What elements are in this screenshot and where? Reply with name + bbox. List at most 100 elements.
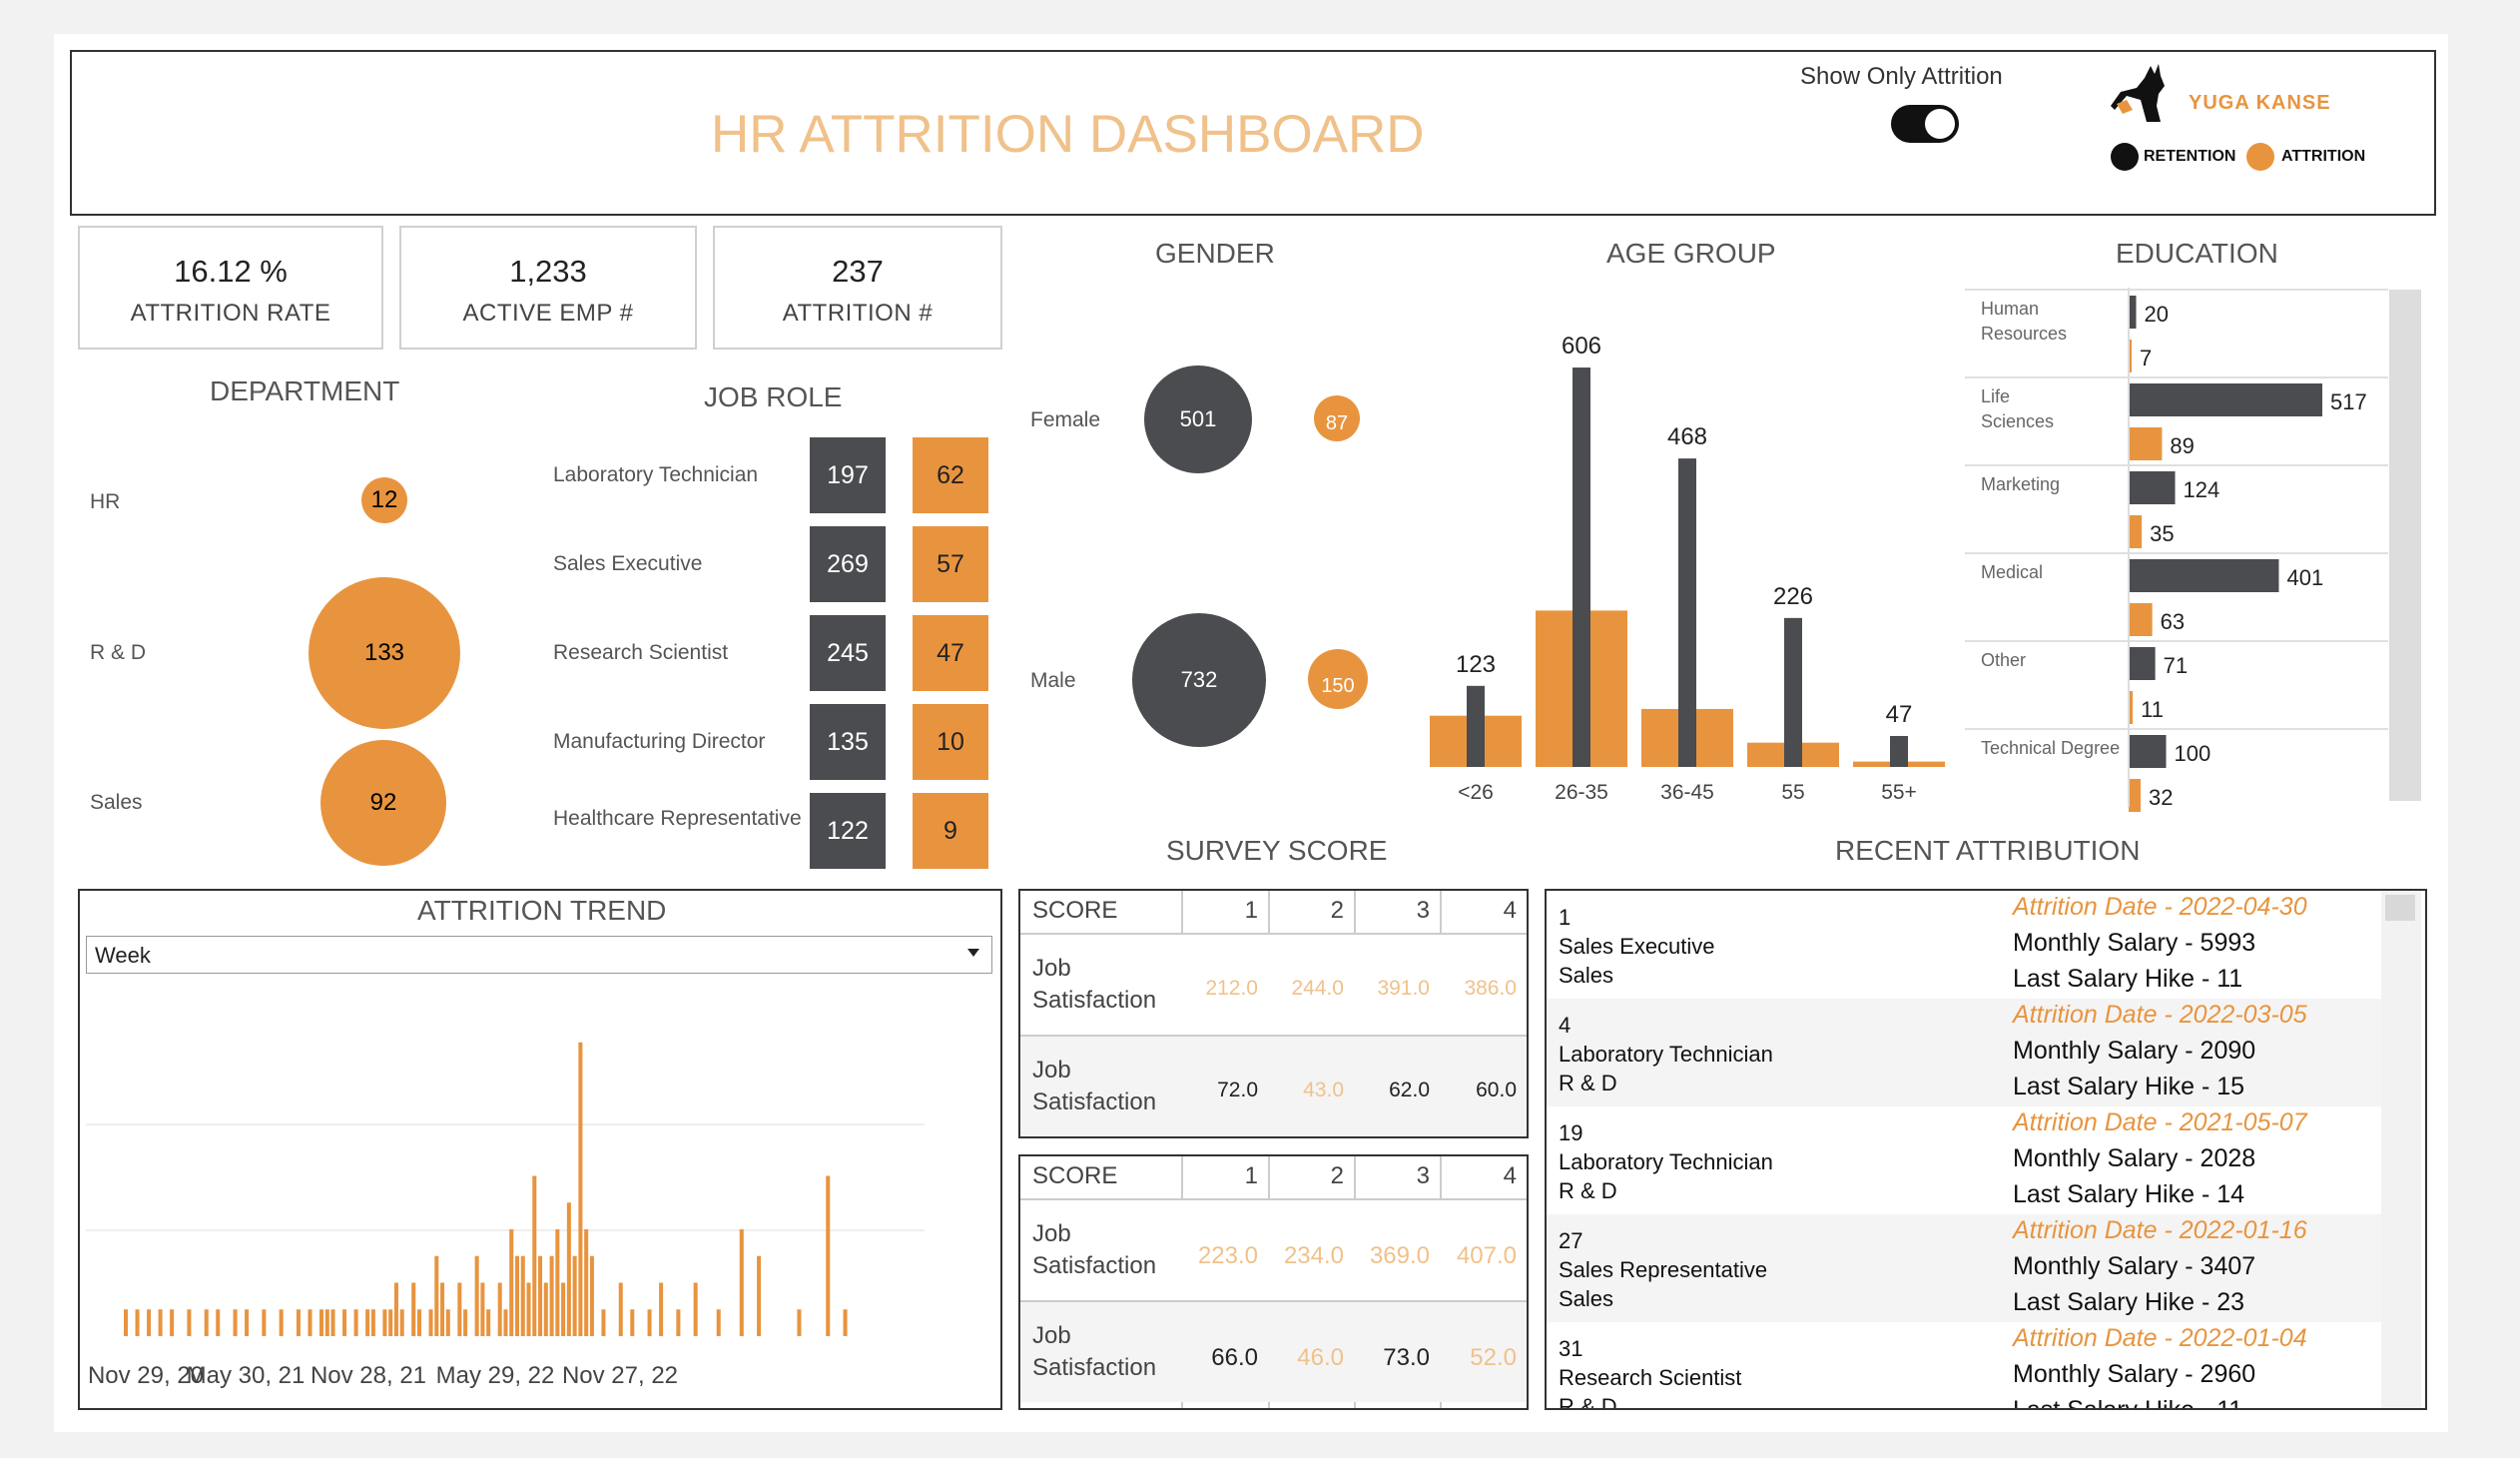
education-attrition-bar[interactable]	[2129, 340, 2132, 372]
recent-scrollbar[interactable]	[2381, 891, 2421, 1408]
trend-bar[interactable]	[555, 1229, 560, 1336]
department-bubble-sales[interactable]: 92	[320, 740, 446, 866]
survey-value-cell[interactable]: 62.0	[1389, 1079, 1430, 1101]
trend-bar[interactable]	[514, 1255, 520, 1336]
trend-bar[interactable]	[318, 1309, 324, 1336]
trend-bar[interactable]	[440, 1282, 445, 1337]
trend-bar[interactable]	[135, 1309, 140, 1336]
trend-bar[interactable]	[549, 1255, 554, 1336]
education-retention-bar[interactable]	[2129, 471, 2176, 504]
trend-bar[interactable]	[233, 1309, 238, 1336]
trend-bar[interactable]	[147, 1309, 152, 1336]
job-role-attrition-cell[interactable]: 47	[913, 615, 988, 691]
trend-bar[interactable]	[474, 1255, 479, 1336]
trend-bar[interactable]	[434, 1255, 439, 1336]
trend-bar[interactable]	[428, 1309, 433, 1336]
trend-bar[interactable]	[324, 1309, 329, 1336]
education-retention-bar[interactable]	[2129, 296, 2137, 329]
trend-bar[interactable]	[826, 1175, 831, 1337]
survey-value-cell[interactable]: 72.0	[1217, 1079, 1258, 1101]
trend-bar[interactable]	[388, 1309, 393, 1336]
trend-bar[interactable]	[647, 1309, 652, 1336]
education-attrition-bar[interactable]	[2129, 779, 2142, 812]
education-attrition-bar[interactable]	[2129, 427, 2163, 460]
trend-bar[interactable]	[797, 1309, 802, 1336]
trend-bar[interactable]	[204, 1309, 209, 1336]
survey-value-cell[interactable]: 212.0	[1205, 977, 1258, 1000]
trend-bar[interactable]	[739, 1229, 744, 1336]
survey-value-cell[interactable]: 244.0	[1291, 977, 1344, 1000]
trend-bar[interactable]	[572, 1255, 577, 1336]
trend-bar[interactable]	[538, 1255, 543, 1336]
recent-row[interactable]	[1547, 1214, 2381, 1322]
trend-bar[interactable]	[589, 1255, 594, 1336]
trend-bar[interactable]	[757, 1255, 762, 1336]
trend-bar[interactable]	[497, 1282, 502, 1337]
survey-value-cell[interactable]: 391.0	[1377, 977, 1430, 1000]
survey-value-cell[interactable]: 52.0	[1470, 1344, 1517, 1371]
job-role-attrition-cell[interactable]: 57	[913, 526, 988, 602]
education-retention-bar[interactable]	[2129, 647, 2156, 680]
trend-bar[interactable]	[245, 1309, 250, 1336]
recent-row[interactable]	[1547, 999, 2381, 1106]
trend-bar[interactable]	[532, 1175, 537, 1337]
age-retention-bar[interactable]	[1784, 617, 1802, 767]
trend-bar[interactable]	[566, 1202, 571, 1336]
trend-bar[interactable]	[279, 1309, 284, 1336]
trend-bar[interactable]	[676, 1309, 681, 1336]
trend-bar[interactable]	[399, 1309, 404, 1336]
recent-row[interactable]	[1547, 1106, 2381, 1214]
trend-bar[interactable]	[296, 1309, 301, 1336]
job-role-attrition-cell[interactable]: 62	[913, 437, 988, 513]
education-attrition-bar[interactable]	[2129, 603, 2153, 636]
trend-bar[interactable]	[509, 1229, 514, 1336]
gender-retention-bubble-male[interactable]: 732	[1132, 613, 1266, 747]
age-retention-bar[interactable]	[1890, 735, 1908, 767]
trend-bar[interactable]	[584, 1229, 589, 1336]
trend-bar[interactable]	[630, 1309, 635, 1336]
trend-bar[interactable]	[526, 1282, 531, 1337]
education-retention-bar[interactable]	[2129, 559, 2279, 592]
education-attrition-bar[interactable]	[2129, 515, 2143, 548]
survey-value-cell[interactable]: 43.0	[1303, 1079, 1344, 1101]
gender-attrition-bubble-male[interactable]: 150	[1308, 649, 1368, 709]
survey-value-cell[interactable]: 46.0	[1297, 1344, 1344, 1371]
survey-value-cell[interactable]: 386.0	[1464, 977, 1517, 1000]
trend-bar[interactable]	[170, 1309, 175, 1336]
trend-bar[interactable]	[659, 1282, 664, 1337]
trend-bar[interactable]	[463, 1309, 468, 1336]
trend-bar[interactable]	[843, 1309, 848, 1336]
job-role-retention-cell[interactable]: 135	[810, 704, 886, 780]
age-retention-bar[interactable]	[1467, 685, 1485, 767]
trend-bar[interactable]	[365, 1309, 370, 1336]
trend-bar[interactable]	[716, 1309, 721, 1336]
gender-attrition-bubble-female[interactable]: 87	[1314, 395, 1360, 441]
trend-bar[interactable]	[216, 1309, 221, 1336]
show-only-attrition-toggle[interactable]	[1891, 105, 1959, 143]
age-retention-bar[interactable]	[1678, 458, 1696, 767]
job-role-retention-cell[interactable]: 197	[810, 437, 886, 513]
trend-bar[interactable]	[370, 1309, 375, 1336]
gender-retention-bubble-female[interactable]: 501	[1144, 365, 1252, 473]
education-retention-bar[interactable]	[2129, 735, 2167, 768]
recent-scrollbar-thumb[interactable]	[2385, 895, 2415, 921]
trend-bar[interactable]	[353, 1309, 358, 1336]
recent-row[interactable]	[1547, 891, 2381, 999]
trend-bar[interactable]	[480, 1282, 485, 1337]
survey-value-cell[interactable]: 234.0	[1283, 1242, 1344, 1269]
trend-bar[interactable]	[342, 1309, 347, 1336]
job-role-retention-cell[interactable]: 269	[810, 526, 886, 602]
survey-value-cell[interactable]: 407.0	[1456, 1242, 1517, 1269]
trend-granularity-dropdown[interactable]: Week	[86, 936, 992, 974]
trend-bar[interactable]	[520, 1255, 525, 1336]
survey-value-cell[interactable]: 223.0	[1197, 1242, 1258, 1269]
job-role-attrition-cell[interactable]: 9	[913, 793, 988, 869]
education-attrition-bar[interactable]	[2129, 691, 2134, 724]
trend-bar[interactable]	[158, 1309, 163, 1336]
job-role-attrition-cell[interactable]: 10	[913, 704, 988, 780]
trend-bar[interactable]	[393, 1282, 398, 1337]
survey-value-cell[interactable]: 60.0	[1476, 1079, 1517, 1101]
trend-bar[interactable]	[601, 1309, 606, 1336]
age-retention-bar[interactable]	[1573, 367, 1590, 767]
trend-bar[interactable]	[503, 1309, 508, 1336]
